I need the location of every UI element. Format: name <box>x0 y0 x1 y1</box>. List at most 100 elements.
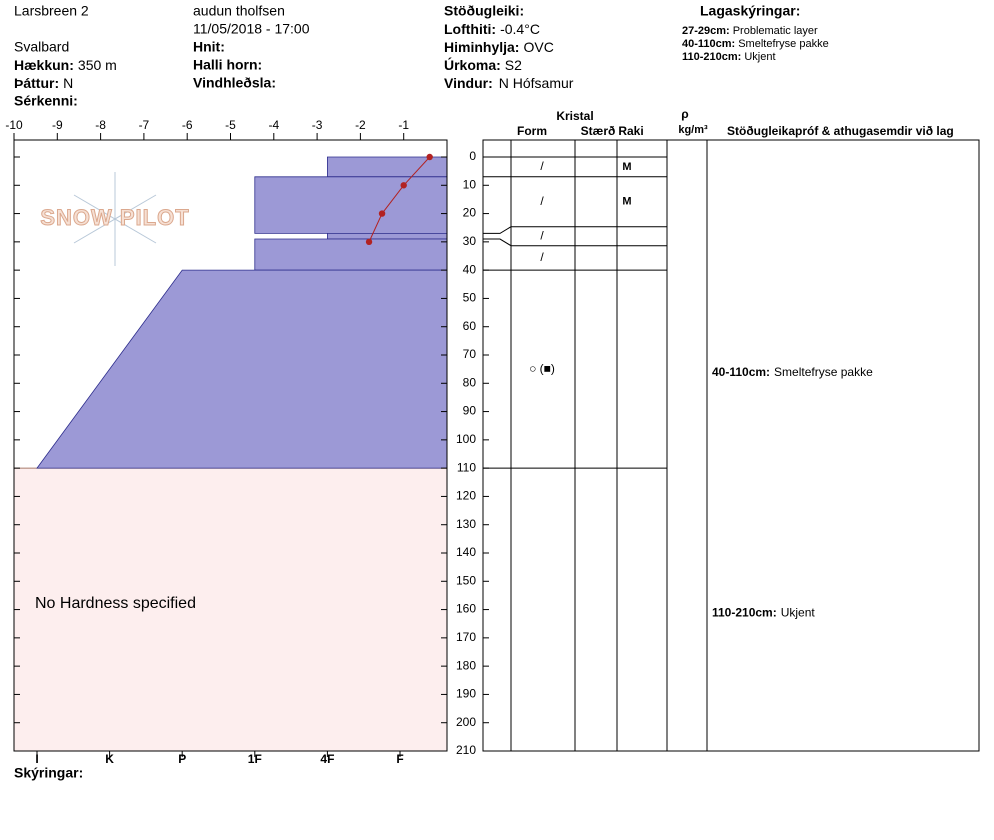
hardness-label: 1F <box>248 752 262 766</box>
field-label: Vindur: <box>444 75 493 91</box>
grain-form: / <box>540 250 544 264</box>
y-tick-label: 160 <box>456 602 476 616</box>
field-label: Halli horn: <box>193 57 262 73</box>
y-tick-label: 210 <box>456 743 476 757</box>
grain-form: ○ (■) <box>529 361 555 375</box>
legend-title: Lagaskýringar: <box>700 3 800 19</box>
temperature-point <box>400 182 407 189</box>
comment: 40-110cm: Smeltefryse pakke <box>712 365 873 379</box>
layer <box>254 176 448 234</box>
y-tick-label: 80 <box>463 375 477 389</box>
field-label: Stöðugleiki: <box>444 3 524 19</box>
x-tick-label: -5 <box>225 118 236 132</box>
comment-text: Smeltefryse pakke <box>774 365 873 379</box>
layer <box>36 269 448 469</box>
column-header: Raki <box>618 124 643 138</box>
y-tick-label: 120 <box>456 489 476 503</box>
y-tick-label: 70 <box>463 347 477 361</box>
layer-connector <box>483 226 667 234</box>
field-label: Sérkenni: <box>14 93 78 109</box>
layer <box>254 238 448 271</box>
field-value: 350 m <box>78 57 117 73</box>
field-label: Þáttur: <box>14 75 59 91</box>
x-tick-label: -7 <box>139 118 150 132</box>
comment-label: 110-210cm: <box>712 606 777 620</box>
legend-label: 110-210cm: <box>682 51 741 63</box>
hardness-label: I <box>35 752 38 766</box>
comment: 110-210cm: Ukjent <box>712 606 815 620</box>
legend-text: Smeltefryse pakke <box>738 38 828 50</box>
field: Úrkoma: S2 <box>444 56 522 73</box>
legend-entry: 27-29cm: Problematic layer <box>682 25 818 37</box>
legend-label: 27-29cm: <box>682 25 730 37</box>
layer-connector <box>483 238 667 247</box>
y-tick-label: 110 <box>457 460 476 474</box>
site: Larsbreen 2 <box>14 3 89 19</box>
field: Vindur: N Hófsamur <box>444 75 574 91</box>
legend-text: Ukjent <box>744 51 775 63</box>
footer: Skýringar: <box>14 765 83 781</box>
y-tick-label: 150 <box>456 573 476 587</box>
table-frame <box>482 139 980 752</box>
y-tick-label: 90 <box>463 404 477 418</box>
logo: SNOW PILOT <box>40 205 189 230</box>
field-label: Hnit: <box>193 39 225 55</box>
moisture: M <box>622 196 631 208</box>
hardness-label: 4F <box>320 752 334 766</box>
field: Himinhylja: OVC <box>444 39 554 55</box>
field-label: Lofthiti: <box>444 21 496 37</box>
legend-label: 40-110cm: <box>682 38 735 50</box>
datetime: 11/05/2018 - 17:00 <box>193 21 310 37</box>
field-label: Hækkun: <box>14 57 74 73</box>
temperature-point <box>365 238 373 246</box>
x-tick-label: -6 <box>182 118 193 132</box>
y-tick-label: 0 <box>469 149 476 163</box>
y-tick-label: 130 <box>456 517 476 531</box>
x-tick-label: -4 <box>268 118 279 132</box>
field-value: N <box>63 75 73 91</box>
column-header: Stöðugleikapróf & athugasemdir við lag <box>727 124 954 138</box>
legend-text: Problematic layer <box>733 25 818 37</box>
temperature-point <box>426 153 433 161</box>
layer <box>326 232 448 240</box>
x-tick-label: -1 <box>398 118 409 132</box>
column-header: Form <box>517 124 547 138</box>
no-hardness-text: No Hardness specified <box>35 595 196 612</box>
y-tick-label: 180 <box>456 658 476 672</box>
comment-label: 40-110cm: <box>712 365 770 379</box>
field-value: N Hófsamur <box>499 75 574 91</box>
column-group: Kristal <box>556 109 593 123</box>
x-tick-label: -3 <box>312 118 323 132</box>
field: Lofthiti: -0.4°C <box>444 21 540 37</box>
y-tick-label: 200 <box>456 715 476 729</box>
y-tick-label: 10 <box>463 177 477 191</box>
y-tick-label: 60 <box>463 319 477 333</box>
x-tick-label: -10 <box>5 118 23 132</box>
observer: audun tholfsen <box>193 3 285 19</box>
grain-form: / <box>540 159 544 173</box>
moisture: M <box>622 161 631 173</box>
region: Svalbard <box>14 39 69 55</box>
column-header: Stærð <box>581 124 616 138</box>
legend-entry: 110-210cm: Ukjent <box>682 51 776 63</box>
y-tick-label: 50 <box>463 291 477 305</box>
x-tick-label: -9 <box>52 118 63 132</box>
comment-text: Ukjent <box>781 606 816 620</box>
field-label: Vindhleðsla: <box>193 75 276 91</box>
grain-form: / <box>540 228 544 242</box>
y-tick-label: 170 <box>456 630 476 644</box>
hardness-label: P <box>178 752 186 766</box>
field-value: -0.4°C <box>500 21 540 37</box>
temperature-line <box>368 156 431 243</box>
field: Hækkun: 350 m <box>14 57 117 73</box>
y-tick-label: 20 <box>463 206 477 220</box>
hardness-label: K <box>105 752 114 766</box>
legend-entry: 40-110cm: Smeltefryse pakke <box>682 38 829 50</box>
column-header: kg/m³ <box>678 124 708 136</box>
field-label: Himinhylja: <box>444 39 519 55</box>
no-hardness-region <box>13 467 448 752</box>
field-label: Úrkoma: <box>444 56 501 73</box>
y-tick-label: 40 <box>463 262 477 276</box>
y-tick-label: 100 <box>456 432 476 446</box>
